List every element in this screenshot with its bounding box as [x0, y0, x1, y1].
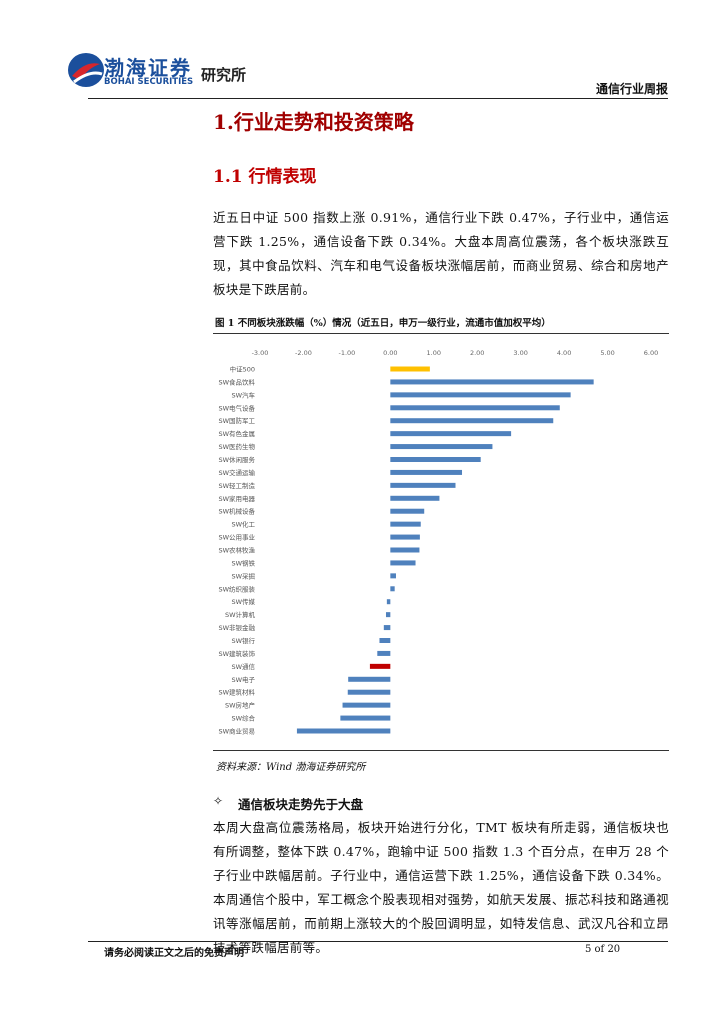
category-label: SW公用事业 — [218, 533, 255, 542]
x-tick-label: 4.00 — [557, 349, 571, 357]
bar — [377, 650, 391, 656]
chart: -3.00 -2.00 -1.00 0.00 1.00 2.00 3.00 4.00 5.00 6… — [218, 349, 658, 736]
logo-unit: 研究所 — [201, 66, 247, 84]
bar — [340, 715, 391, 721]
bullet-symbol: ✧ — [213, 794, 224, 808]
bar — [390, 457, 481, 462]
bar — [390, 508, 425, 514]
category-label: SW计算机 — [225, 610, 256, 619]
category-label: SW纺织服装 — [218, 584, 255, 593]
category-label: SW食品饮料 — [218, 377, 255, 386]
x-tick-label: 0.00 — [383, 349, 397, 357]
bar — [390, 495, 440, 501]
figure-source: 资料来源：Wind 渤海证券研究所 — [216, 762, 366, 773]
bar — [342, 702, 391, 708]
x-tick-label: 5.00 — [600, 349, 614, 357]
bar — [348, 676, 391, 682]
category-label: SW房地产 — [225, 701, 256, 710]
category-label: SW机械设备 — [218, 507, 255, 516]
x-tick-label: 2.00 — [470, 349, 484, 357]
category-label: SW家用电器 — [218, 494, 255, 503]
bar — [390, 560, 416, 566]
category-label: SW钢铁 — [231, 558, 255, 567]
logo-icon — [68, 53, 104, 87]
x-tick-label: -1.00 — [338, 349, 355, 357]
paragraph: 本周大盘高位震荡格局，板块开始进行分化，TMT 板块有所走弱，通信板块也有所调整… — [213, 820, 669, 955]
x-tick-label: 3.00 — [513, 349, 527, 357]
bar — [383, 625, 391, 631]
x-tick-label: -3.00 — [252, 349, 269, 357]
x-tick-label: 6.00 — [644, 349, 658, 357]
category-label: SW电气设备 — [218, 403, 255, 412]
bar — [390, 534, 420, 540]
caption-rule — [213, 333, 669, 334]
category-label: SW通信 — [231, 662, 255, 671]
category-label: SW采掘 — [231, 571, 255, 580]
logo-english: BOHAI SECURITIES — [104, 77, 194, 87]
bar — [390, 482, 456, 488]
category-label: SW商业贸易 — [218, 727, 255, 736]
category-label: SW轻工制造 — [218, 481, 255, 490]
category-label: SW医药生物 — [218, 442, 255, 451]
x-tick-label: -2.00 — [295, 349, 312, 357]
header-rule — [88, 98, 668, 99]
category-label: SW电子 — [231, 675, 255, 684]
category-label: SW休闲服务 — [218, 455, 255, 464]
category-label: SW有色金属 — [218, 429, 255, 438]
category-label: SW建筑装饰 — [218, 649, 255, 658]
figure-rule — [213, 750, 669, 751]
bar — [385, 612, 391, 618]
bar — [369, 663, 391, 669]
logo-name: 渤海证券 — [104, 56, 192, 80]
bar — [390, 573, 396, 579]
footer-disclaimer: 请务必阅读正文之后的免责声明 — [104, 948, 244, 959]
bar — [390, 586, 395, 592]
bar — [296, 728, 391, 734]
bar — [347, 689, 391, 695]
bar — [386, 599, 391, 605]
bar — [390, 405, 560, 411]
bar — [390, 521, 421, 527]
category-label: SW传媒 — [231, 597, 255, 606]
bar — [390, 469, 463, 475]
category-label: SW银行 — [231, 636, 255, 645]
category-label: SW交通运输 — [218, 468, 255, 477]
subsection-title: 1.1 行情表现 — [213, 167, 317, 187]
bar — [390, 366, 430, 372]
bar — [390, 444, 493, 450]
bar — [390, 547, 420, 553]
report-type: 通信行业周报 — [595, 82, 668, 96]
bar — [379, 638, 391, 643]
x-tick-label: 1.00 — [427, 349, 441, 357]
bullet-title: 通信板块走势先于大盘 — [238, 797, 364, 812]
category-label: SW国防军工 — [218, 416, 255, 425]
bar — [390, 431, 512, 437]
category-label: SW综合 — [231, 714, 255, 723]
bar — [390, 418, 554, 424]
footer-rule — [88, 941, 668, 942]
category-label: SW农林牧渔 — [218, 546, 255, 555]
figure-caption: 图 1 不同板块涨跌幅（%）情况（近五日，申万一级行业，流通市值加权平均） — [215, 318, 551, 329]
bar — [390, 392, 571, 398]
category-label: SW非银金融 — [218, 623, 255, 632]
category-label: SW汽车 — [231, 390, 255, 399]
category-label: SW化工 — [231, 520, 255, 529]
section-title: 1.行业走势和投资策略 — [213, 110, 414, 134]
category-label: 中证500 — [230, 365, 255, 374]
paragraph: 近五日中证 500 指数上涨 0.91%，通信行业下跌 0.47%，子行业中，通… — [213, 210, 669, 297]
page-number: 5 of 20 — [585, 944, 621, 955]
bar — [390, 379, 594, 385]
category-label: SW建筑材料 — [218, 688, 255, 697]
